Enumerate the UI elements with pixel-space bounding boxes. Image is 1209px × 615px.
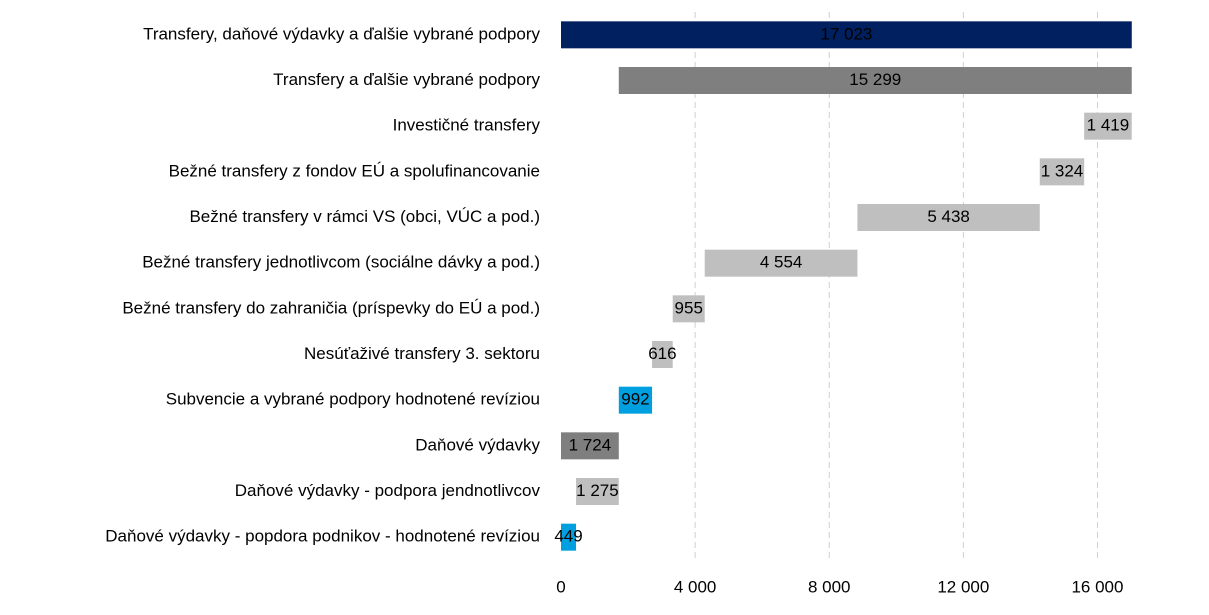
bar <box>704 249 858 277</box>
bar <box>618 67 1132 94</box>
bar <box>672 295 705 323</box>
category-label: Transfery a ďalšie vybrané podpory <box>273 70 540 89</box>
bar <box>576 478 619 505</box>
bar <box>652 341 673 368</box>
category-label: Bežné transfery v rámci VS (obci, VÚC a … <box>189 207 540 226</box>
value-label: 15 299 <box>849 70 901 89</box>
value-label: 1 419 <box>1087 116 1130 135</box>
value-label: 992 <box>621 390 649 409</box>
category-label: Daňové výdavky <box>415 435 540 454</box>
x-tick-label: 4 000 <box>674 577 717 596</box>
value-label: 955 <box>675 298 703 317</box>
x-tick-label: 8 000 <box>808 577 851 596</box>
category-label: Bežné transfery jednotlivcom (sociálne d… <box>142 253 540 272</box>
bar <box>1084 112 1132 140</box>
bar <box>561 21 1132 49</box>
x-tick-label: 12 000 <box>937 577 989 596</box>
value-label: 616 <box>648 344 676 363</box>
value-label: 4 554 <box>760 253 803 272</box>
category-label: Daňové výdavky - popdora podnikov - hodn… <box>105 527 540 546</box>
value-label: 1 724 <box>569 435 612 454</box>
category-label: Nesúťaživé transfery 3. sektoru <box>304 344 540 363</box>
category-label: Bežné transfery do zahraničia (príspevky… <box>122 298 540 317</box>
category-label: Bežné transfery z fondov EÚ a spolufinan… <box>169 161 540 180</box>
value-label: 17 023 <box>820 24 872 43</box>
value-label: 5 438 <box>927 207 970 226</box>
category-label: Investičné transfery <box>393 116 541 135</box>
category-label: Subvencie a vybrané podpory hodnotené re… <box>166 390 540 409</box>
x-tick-label: 0 <box>556 577 565 596</box>
value-label: 1 275 <box>576 481 619 500</box>
bar <box>618 386 653 414</box>
category-label: Daňové výdavky - podpora jendnotlivcov <box>235 481 541 500</box>
bar <box>561 523 577 551</box>
bar <box>857 204 1040 231</box>
x-tick-label: 16 000 <box>1071 577 1123 596</box>
bar <box>1039 158 1085 186</box>
bar <box>561 432 619 460</box>
value-label: 449 <box>554 527 582 546</box>
category-label: Transfery, daňové výdavky a ďalšie vybra… <box>143 24 540 43</box>
value-label: 1 324 <box>1041 161 1084 180</box>
